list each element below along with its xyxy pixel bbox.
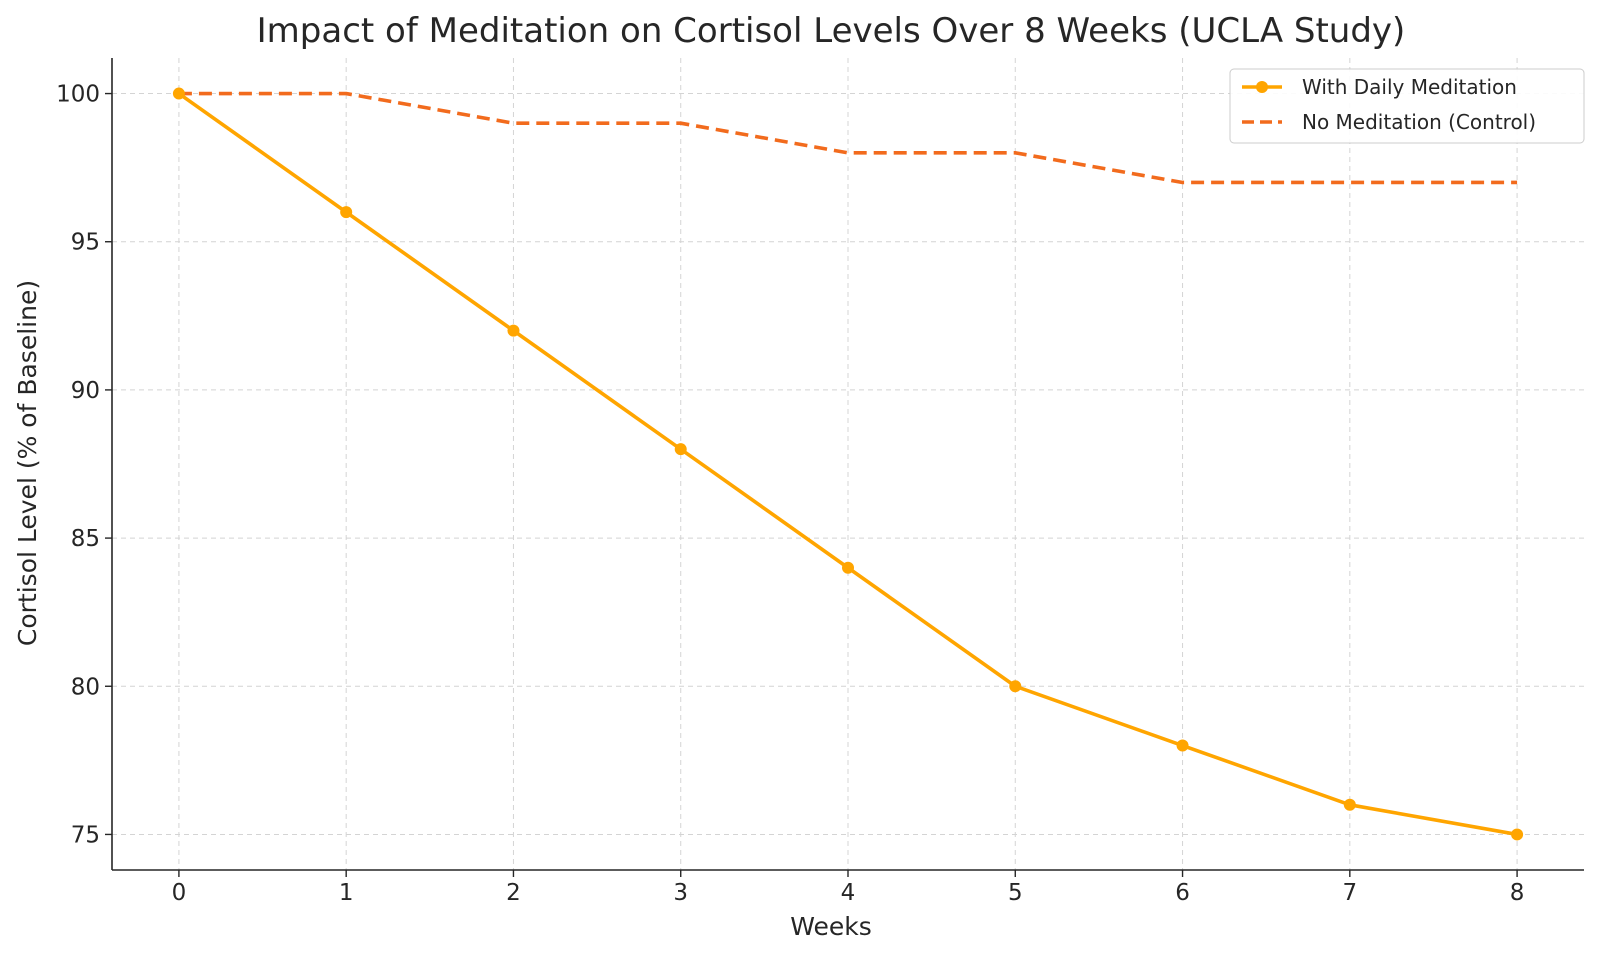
y-tick-label: 75 — [71, 822, 100, 848]
legend-label-meditation: With Daily Meditation — [1302, 75, 1517, 99]
series-lines — [172, 87, 1524, 841]
x-tick-label: 4 — [841, 880, 856, 906]
x-tick-label: 7 — [1342, 880, 1357, 906]
ticks: 0 1 2 3 4 5 6 7 8 75 80 85 90 95 100 — [56, 82, 1524, 906]
y-tick-label: 85 — [71, 526, 100, 552]
x-tick-label: 6 — [1175, 880, 1190, 906]
chart-title: Impact of Meditation on Cortisol Levels … — [257, 11, 1406, 51]
legend-label-control: No Meditation (Control) — [1302, 110, 1536, 134]
data-point-meditation — [1511, 828, 1524, 841]
x-tick-label: 5 — [1008, 880, 1023, 906]
x-tick-label: 2 — [506, 880, 521, 906]
x-tick-label: 1 — [339, 880, 354, 906]
data-point-meditation — [1009, 680, 1022, 693]
x-tick-label: 0 — [172, 880, 187, 906]
x-tick-label: 8 — [1510, 880, 1525, 906]
legend: With Daily Meditation No Meditation (Con… — [1229, 68, 1585, 144]
legend-marker-meditation — [1256, 81, 1268, 93]
data-point-meditation — [674, 443, 687, 456]
data-point-meditation — [842, 561, 854, 574]
data-point-meditation — [340, 206, 353, 219]
y-tick-label: 90 — [71, 378, 100, 404]
y-tick-label: 100 — [56, 82, 100, 108]
legend-frame — [1229, 68, 1585, 144]
y-axis-label: Cortisol Level (% of Baseline) — [13, 280, 42, 646]
x-tick-label: 3 — [673, 880, 688, 906]
x-axis-label: Weeks — [790, 912, 872, 941]
series-line-control — [178, 91, 1518, 185]
grid — [112, 58, 1584, 870]
data-point-meditation — [172, 87, 185, 100]
y-tick-label: 95 — [71, 230, 100, 256]
y-tick-label: 80 — [71, 674, 100, 700]
data-point-meditation — [1176, 739, 1189, 752]
data-point-meditation — [507, 324, 520, 337]
data-point-meditation — [1343, 798, 1356, 811]
